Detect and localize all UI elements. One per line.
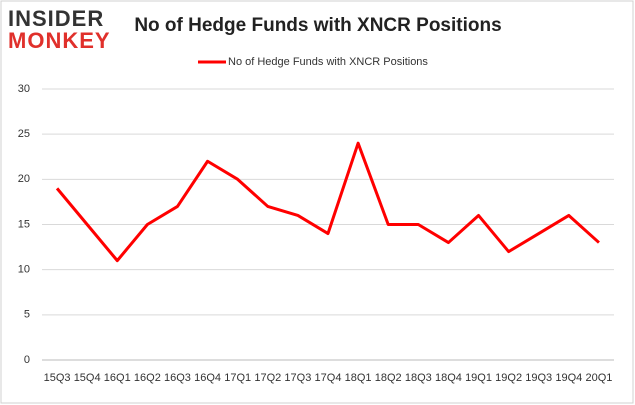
x-tick-label: 16Q3 bbox=[164, 372, 191, 384]
brand-bottom: MONKEY bbox=[8, 28, 111, 53]
x-tick-label: 17Q2 bbox=[254, 372, 281, 384]
x-tick-label: 17Q1 bbox=[224, 372, 251, 384]
x-tick-label: 15Q4 bbox=[74, 372, 101, 384]
x-tick-label: 18Q4 bbox=[435, 372, 462, 384]
x-tick-label: 20Q1 bbox=[585, 372, 612, 384]
x-tick-label: 15Q3 bbox=[44, 372, 71, 384]
x-tick-label: 17Q4 bbox=[315, 372, 342, 384]
y-tick-label: 20 bbox=[18, 173, 30, 185]
x-tick-label: 19Q4 bbox=[555, 372, 582, 384]
y-tick-label: 30 bbox=[18, 83, 30, 95]
brand-top: INSIDER bbox=[8, 6, 104, 31]
y-tick-label: 10 bbox=[18, 264, 30, 276]
legend-label: No of Hedge Funds with XNCR Positions bbox=[228, 56, 428, 68]
x-tick-label: 19Q1 bbox=[465, 372, 492, 384]
x-tick-label: 16Q4 bbox=[194, 372, 221, 384]
x-tick-label: 17Q3 bbox=[284, 372, 311, 384]
x-tick-label: 18Q2 bbox=[375, 372, 402, 384]
x-tick-label: 16Q2 bbox=[134, 372, 161, 384]
y-tick-label: 15 bbox=[18, 218, 30, 230]
x-tick-label: 19Q2 bbox=[495, 372, 522, 384]
x-tick-label: 19Q3 bbox=[525, 372, 552, 384]
y-tick-label: 25 bbox=[18, 128, 30, 140]
y-tick-label: 5 bbox=[24, 309, 30, 321]
y-tick-label: 0 bbox=[24, 354, 30, 366]
chart-title: No of Hedge Funds with XNCR Positions bbox=[134, 15, 501, 36]
x-tick-label: 18Q1 bbox=[345, 372, 372, 384]
x-tick-label: 18Q3 bbox=[405, 372, 432, 384]
x-tick-label: 16Q1 bbox=[104, 372, 131, 384]
series-line bbox=[55, 141, 600, 263]
